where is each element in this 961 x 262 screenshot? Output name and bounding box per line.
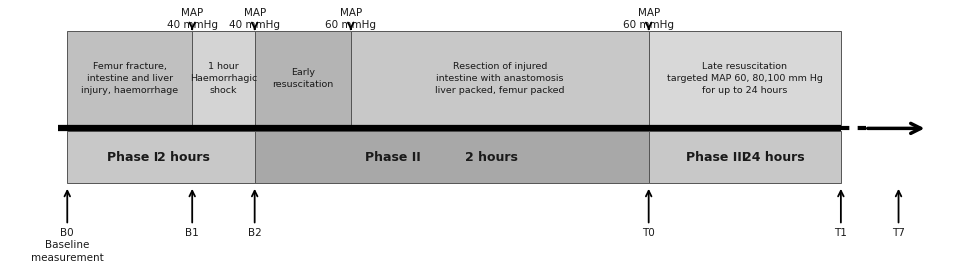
Bar [67, 31, 192, 126]
Text: 2 hours: 2 hours [157, 151, 209, 164]
Text: Late resuscitation
targeted MAP 60, 80,100 mm Hg
for up to 24 hours: Late resuscitation targeted MAP 60, 80,1… [667, 62, 823, 95]
Text: MAP
40 mmHg: MAP 40 mmHg [229, 8, 281, 30]
Text: T0: T0 [642, 228, 655, 238]
Text: B2: B2 [248, 228, 261, 238]
Text: Phase III: Phase III [686, 151, 746, 164]
Bar [649, 131, 841, 183]
Text: MAP
40 mmHg: MAP 40 mmHg [166, 8, 218, 30]
Bar [67, 131, 255, 183]
Text: B0
Baseline
measurement: B0 Baseline measurement [31, 228, 104, 262]
Text: MAP
60 mmHg: MAP 60 mmHg [623, 8, 675, 30]
Text: Phase I: Phase I [108, 151, 159, 164]
Text: B1: B1 [185, 228, 199, 238]
Text: 2 hours: 2 hours [464, 151, 518, 164]
Text: Femur fracture,
intestine and liver
injury, haemorrhage: Femur fracture, intestine and liver inju… [81, 62, 179, 95]
Bar [351, 31, 649, 126]
Bar [649, 31, 841, 126]
Text: Phase II: Phase II [364, 151, 421, 164]
Text: Early
resuscitation: Early resuscitation [272, 68, 333, 89]
Text: MAP
60 mmHg: MAP 60 mmHg [325, 8, 377, 30]
Text: 24 hours: 24 hours [743, 151, 804, 164]
Bar [255, 131, 649, 183]
Text: T7: T7 [892, 228, 905, 238]
Text: T1: T1 [834, 228, 848, 238]
Bar [192, 31, 255, 126]
Bar [255, 31, 351, 126]
Text: Resection of injured
intestine with anastomosis
liver packed, femur packed: Resection of injured intestine with anas… [435, 62, 564, 95]
Text: 1 hour
Haemorrhagic
shock: 1 hour Haemorrhagic shock [190, 62, 257, 95]
